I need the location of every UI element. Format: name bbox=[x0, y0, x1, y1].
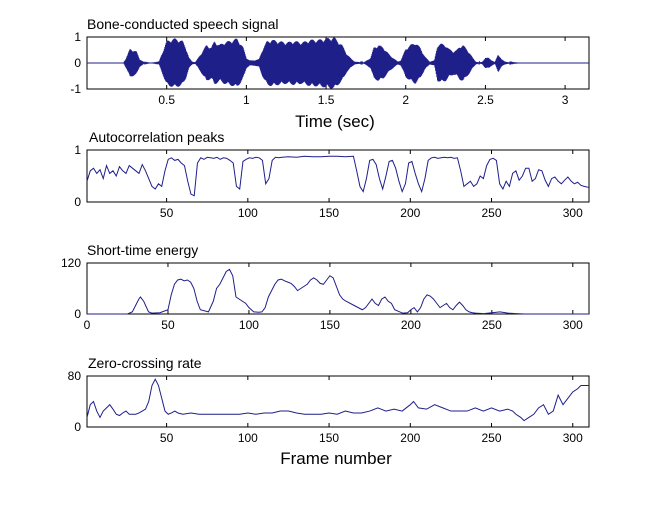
y-tick-label: 80 bbox=[68, 369, 82, 383]
x-tick-label: 250 bbox=[482, 318, 502, 332]
x-tick-label: 200 bbox=[400, 206, 420, 220]
x-tick-label: 200 bbox=[400, 431, 420, 445]
x-tick-label: 2 bbox=[402, 93, 409, 107]
panel-title: Short-time energy bbox=[87, 242, 198, 258]
y-tick-label: 120 bbox=[61, 256, 81, 270]
x-tick-label: 250 bbox=[482, 431, 502, 445]
series-line bbox=[86, 378, 589, 422]
axes-frame bbox=[86, 149, 590, 203]
y-tick-label: 0 bbox=[74, 420, 81, 434]
x-tick-label: 250 bbox=[482, 206, 502, 220]
series-line bbox=[87, 268, 589, 315]
x-tick-label: 2.5 bbox=[477, 93, 494, 107]
x-tick-label: 0 bbox=[84, 318, 91, 332]
y-tick-label: 0 bbox=[74, 307, 81, 321]
series-waveform bbox=[87, 37, 589, 89]
x-tick-label: 50 bbox=[161, 318, 175, 332]
y-tick-label: 1 bbox=[74, 143, 81, 157]
panel-energy: Short-time energy 0 50 100 150 200 250 300 0 120 bbox=[61, 242, 590, 332]
x-tick-label: 300 bbox=[563, 206, 583, 220]
axes-frame bbox=[86, 262, 590, 315]
panel-title: Bone-conducted speech signal bbox=[87, 16, 278, 32]
x-tick-label: 150 bbox=[319, 431, 339, 445]
x-tick-label: 50 bbox=[160, 431, 174, 445]
x-tick-label: 100 bbox=[238, 206, 258, 220]
y-tick-label: 1 bbox=[74, 30, 81, 44]
panel-title: Zero-crossing rate bbox=[88, 355, 202, 371]
series-line bbox=[86, 155, 590, 197]
panel-title: Autocorrelation peaks bbox=[89, 129, 224, 145]
x-tick-label: 100 bbox=[238, 431, 258, 445]
x-tick-label: 100 bbox=[239, 318, 259, 332]
y-tick-label: 0 bbox=[74, 195, 81, 209]
x-tick-label: 300 bbox=[563, 431, 583, 445]
x-tick-label: 150 bbox=[320, 318, 340, 332]
x-tick-label: 200 bbox=[401, 318, 421, 332]
panel-waveform: Bone-conducted speech signal Time (sec) … bbox=[70, 16, 590, 131]
x-axis-label: Time (sec) bbox=[295, 112, 375, 131]
axes-frame bbox=[86, 375, 590, 428]
x-tick-label: 0.5 bbox=[158, 93, 175, 107]
x-tick-label: 150 bbox=[319, 206, 339, 220]
panel-autocorrelation: Autocorrelation peaks 50 100 150 200 250 300 0… bbox=[74, 129, 590, 220]
x-axis-label: Frame number bbox=[280, 449, 392, 468]
x-tick-label: 1 bbox=[243, 93, 250, 107]
y-tick-label: 0 bbox=[74, 56, 81, 70]
x-tick-label: 1.5 bbox=[318, 93, 335, 107]
panel-zcr: Zero-crossing rate Frame number 50 100 150… bbox=[68, 355, 590, 468]
x-tick-label: 50 bbox=[160, 206, 174, 220]
x-tick-label: 300 bbox=[563, 318, 583, 332]
x-tick-label: 3 bbox=[562, 93, 569, 107]
y-tick-label: -1 bbox=[70, 82, 81, 96]
